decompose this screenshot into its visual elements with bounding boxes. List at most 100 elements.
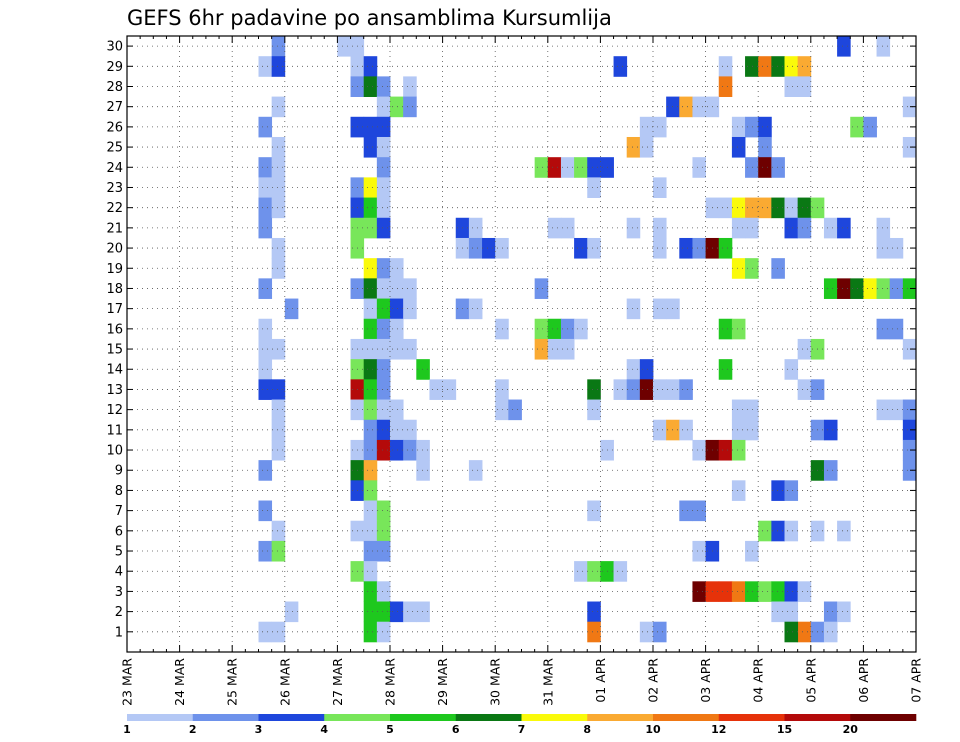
heatmap-cell bbox=[758, 197, 772, 219]
heatmap-cell bbox=[258, 318, 273, 340]
heatmap-cell bbox=[390, 338, 404, 360]
heatmap-cell bbox=[587, 561, 601, 582]
heatmap-cell bbox=[376, 621, 391, 643]
heatmap-cell bbox=[376, 379, 391, 400]
heatmap-cell bbox=[876, 399, 891, 421]
y-tick-label: 11 bbox=[106, 423, 123, 438]
heatmap-cell bbox=[784, 359, 799, 380]
heatmap-cell bbox=[731, 419, 746, 441]
heatmap-cell bbox=[363, 621, 378, 643]
heatmap-cell bbox=[837, 520, 851, 542]
heatmap-cell bbox=[363, 217, 378, 239]
heatmap-cell bbox=[731, 197, 746, 219]
heatmap-cell bbox=[363, 480, 378, 501]
heatmap-cell bbox=[784, 601, 799, 623]
heatmap-cell bbox=[679, 379, 693, 400]
heatmap-cell bbox=[403, 298, 417, 320]
heatmap-cell bbox=[390, 601, 404, 623]
y-tick-label: 4 bbox=[115, 565, 123, 580]
colorbar-label: 5 bbox=[386, 723, 394, 736]
x-tick-label: 25 MAR bbox=[225, 658, 240, 706]
heatmap-cell bbox=[823, 217, 838, 239]
heatmap-cell bbox=[271, 520, 286, 542]
heatmap-cell bbox=[468, 237, 483, 259]
x-tick-label: 03 APR bbox=[698, 658, 713, 703]
heatmap-cell bbox=[718, 359, 733, 380]
y-tick-label: 29 bbox=[106, 60, 123, 75]
heatmap-cell bbox=[258, 540, 273, 562]
heatmap-cell bbox=[271, 258, 286, 279]
heatmap-cell bbox=[653, 116, 667, 138]
heatmap-cell bbox=[376, 116, 391, 138]
heatmap-cell bbox=[889, 318, 904, 340]
y-tick-label: 19 bbox=[106, 262, 123, 277]
y-tick-label: 25 bbox=[106, 141, 123, 156]
y-tick-label: 18 bbox=[106, 282, 123, 297]
y-tick-label: 10 bbox=[106, 444, 123, 459]
heatmap-cell bbox=[837, 601, 851, 623]
heatmap-cell bbox=[363, 56, 378, 77]
heatmap-cell bbox=[745, 116, 759, 138]
y-tick-label: 22 bbox=[106, 201, 123, 216]
colorbar-segment bbox=[455, 714, 522, 721]
heatmap-cell bbox=[613, 379, 628, 400]
heatmap-cell bbox=[495, 237, 509, 259]
y-tick-label: 16 bbox=[106, 322, 123, 337]
heatmap-cell bbox=[797, 76, 812, 97]
heatmap-cell bbox=[653, 237, 667, 259]
heatmap-cell bbox=[258, 338, 273, 360]
heatmap-cell bbox=[626, 217, 641, 239]
heatmap-cell bbox=[363, 379, 378, 400]
heatmap-cell bbox=[271, 237, 286, 259]
heatmap-cell bbox=[376, 439, 391, 461]
heatmap-cell bbox=[258, 116, 273, 138]
heatmap-cell bbox=[271, 379, 286, 400]
heatmap-cell bbox=[363, 298, 378, 320]
y-tick-label: 2 bbox=[115, 605, 123, 620]
heatmap-cell bbox=[679, 96, 693, 118]
heatmap-cell bbox=[495, 318, 509, 340]
heatmap-cell bbox=[429, 379, 443, 400]
x-tick-label: 31 MAR bbox=[540, 658, 555, 706]
heatmap-cell bbox=[745, 157, 759, 178]
heatmap-cell bbox=[363, 439, 378, 461]
heatmap-cell bbox=[863, 278, 877, 299]
heatmap-cell bbox=[587, 601, 601, 623]
heatmap-cell bbox=[653, 419, 667, 441]
heatmap-cell bbox=[797, 581, 812, 602]
heatmap-cell bbox=[797, 621, 812, 643]
heatmap-cell bbox=[876, 217, 891, 239]
heatmap-cell bbox=[784, 197, 799, 219]
y-tick-label: 6 bbox=[115, 524, 123, 539]
heatmap-cell bbox=[639, 621, 654, 643]
heatmap-cell bbox=[547, 338, 562, 360]
heatmap-cell bbox=[390, 278, 404, 299]
colorbar-segment bbox=[521, 714, 588, 721]
heatmap-cell bbox=[363, 278, 378, 299]
heatmap-cell bbox=[363, 500, 378, 522]
heatmap-cell bbox=[784, 56, 799, 77]
heatmap-cell bbox=[718, 237, 733, 259]
heatmap-cell bbox=[745, 56, 759, 77]
heatmap-cell bbox=[376, 500, 391, 522]
colorbar-label: 4 bbox=[320, 723, 328, 736]
heatmap-cell bbox=[284, 601, 299, 623]
heatmap-cell bbox=[363, 116, 378, 138]
heatmap-cell bbox=[745, 217, 759, 239]
heatmap-cell bbox=[758, 581, 772, 602]
heatmap-cell bbox=[403, 96, 417, 118]
heatmap-cell bbox=[363, 540, 378, 562]
heatmap-cell bbox=[363, 136, 378, 158]
colorbar-label: 12 bbox=[711, 723, 726, 736]
heatmap-cell bbox=[718, 581, 733, 602]
heatmap-cell bbox=[363, 561, 378, 582]
heatmap-cell bbox=[376, 258, 391, 279]
heatmap-cell bbox=[376, 217, 391, 239]
heatmap-cell bbox=[376, 338, 391, 360]
heatmap-cell bbox=[784, 621, 799, 643]
heatmap-cell bbox=[797, 197, 812, 219]
colorbar-segment bbox=[127, 714, 194, 721]
y-tick-label: 13 bbox=[106, 383, 123, 398]
heatmap-cell bbox=[403, 76, 417, 97]
heatmap-cell bbox=[376, 177, 391, 198]
